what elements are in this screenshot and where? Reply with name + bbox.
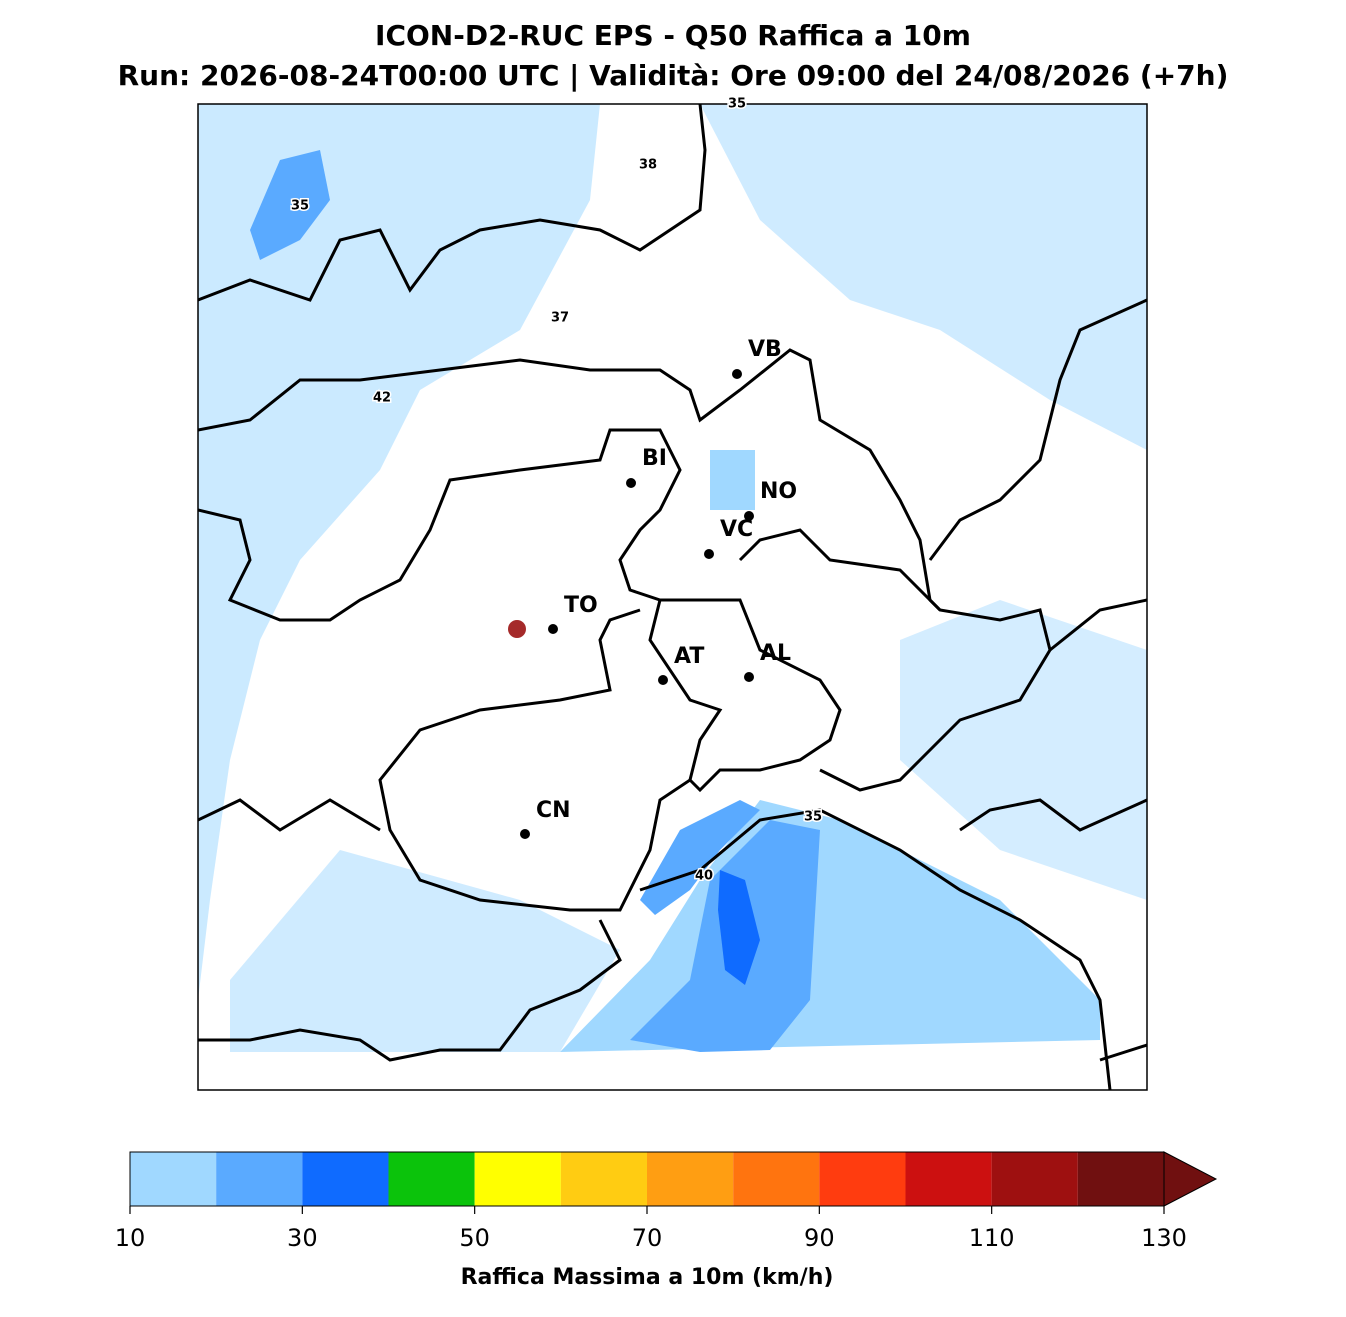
city-label: CN (536, 798, 571, 823)
colorbar-label: Raffica Massima a 10m (km/h) (461, 1265, 834, 1290)
border (648, 599, 723, 781)
gust-area (700, 104, 1147, 450)
contour-label: 37 (551, 311, 569, 326)
contour-label: 38 (639, 158, 657, 173)
gust-area (640, 800, 760, 915)
wind-field (198, 104, 1147, 1090)
colorbar: 10 30 50 70 90 110 130 Raffica Massima a 10m (k… (115, 1151, 1218, 1290)
border (198, 428, 842, 912)
colorbar-bin (733, 1152, 820, 1206)
contour-label: 35 (291, 199, 309, 214)
border (198, 104, 707, 302)
border (198, 798, 381, 832)
city-label: AL (760, 641, 791, 666)
border (639, 808, 1112, 1090)
city-label: TO (564, 593, 598, 618)
city-dot (520, 829, 530, 839)
title: ICON-D2-RUC EPS - Q50 Raffica a 10m (375, 19, 971, 52)
colorbar-bin (388, 1152, 475, 1206)
border (1099, 1043, 1147, 1062)
gust-area (718, 870, 760, 985)
colorbar-bin (1077, 1152, 1164, 1206)
colorbar-tick-label: 90 (804, 1224, 835, 1252)
map (197, 103, 1148, 1091)
colorbar-extend (1163, 1151, 1218, 1207)
colorbar-tick-label: 70 (632, 1224, 663, 1252)
contour-label: 35 (804, 810, 822, 825)
city-dot (658, 675, 668, 685)
city-label: BI (642, 446, 667, 471)
colorbar-bin (905, 1152, 992, 1206)
city-dot (704, 549, 714, 559)
city-dot (548, 624, 558, 634)
cities: VB BI NO VC TO AT AL CN (520, 337, 797, 839)
contour-label: 35 (728, 97, 746, 112)
city-dot (744, 511, 754, 521)
map-frame (197, 103, 1148, 1091)
colorbar-bin (819, 1152, 906, 1206)
gust-area (198, 104, 600, 1000)
colorbar-bin (130, 1152, 217, 1206)
colorbar-bin (647, 1152, 734, 1206)
colorbar-bin (560, 1152, 647, 1206)
colorbar-bin (991, 1152, 1078, 1206)
border (198, 919, 622, 1062)
city-label: NO (760, 479, 797, 504)
colorbar-bin (474, 1152, 561, 1206)
border (928, 298, 1147, 561)
gust-area (900, 600, 1147, 900)
city-dot (626, 478, 636, 488)
colorbar-tick-label: 50 (459, 1224, 490, 1252)
colorbar-bin (302, 1152, 389, 1206)
colorbar-bin (216, 1152, 303, 1206)
gust-area (250, 150, 330, 260)
contour-label: 42 (373, 391, 391, 406)
city-label: VB (748, 337, 782, 362)
contour-label: 40 (695, 869, 713, 884)
location-marker (508, 620, 526, 638)
city-label: AT (674, 644, 704, 669)
city-dot (744, 672, 754, 682)
city-label: VC (720, 517, 753, 542)
border (959, 598, 1147, 832)
border (198, 348, 942, 612)
colorbar-tick-label: 130 (1141, 1224, 1187, 1252)
subtitle: Run: 2026-08-24T00:00 UTC | Validità: Or… (118, 59, 1229, 92)
border (738, 528, 1052, 792)
colorbar-tick-label: 10 (115, 1224, 146, 1252)
gust-area (710, 450, 755, 510)
colorbar-tick-label: 30 (287, 1224, 318, 1252)
gust-area (230, 850, 620, 1052)
contour-labels: 35 38 35 37 42 35 40 (289, 95, 823, 885)
colorbar-tick-label: 110 (969, 1224, 1015, 1252)
city-dot (732, 369, 742, 379)
